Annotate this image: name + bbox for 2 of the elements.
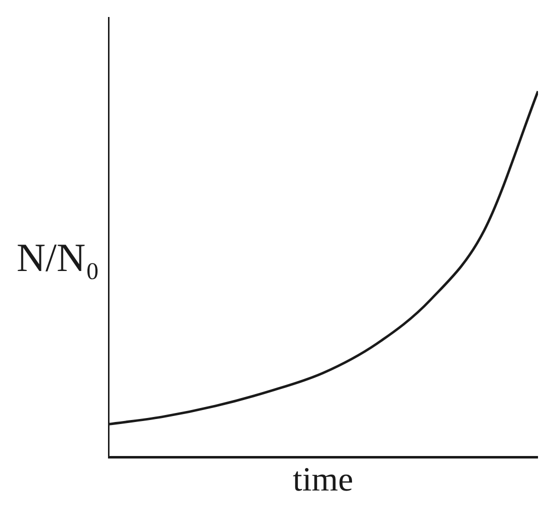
y-axis-title: N/N₀ — [16, 235, 100, 280]
x-axis-title: time — [292, 462, 354, 499]
